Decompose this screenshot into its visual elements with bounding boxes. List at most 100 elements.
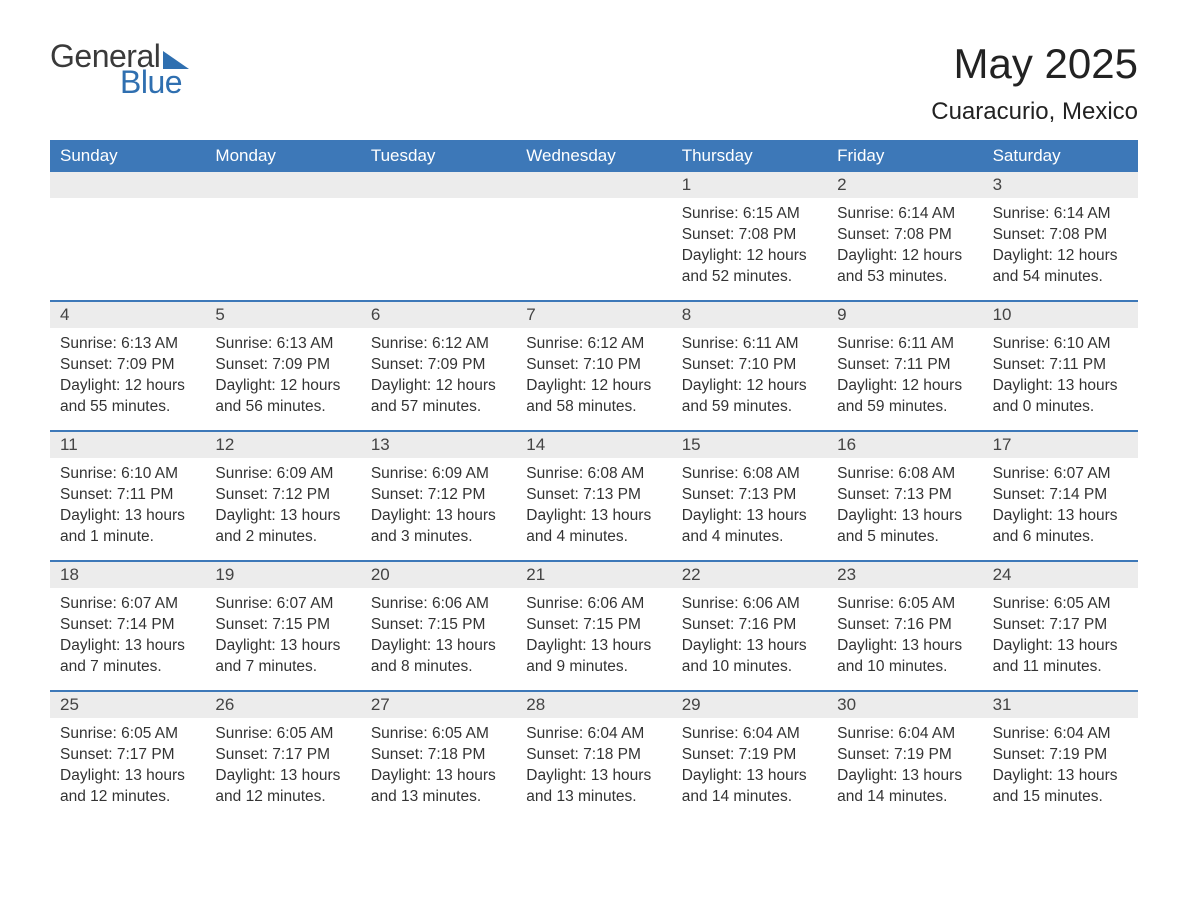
dow-tuesday: Tuesday: [361, 140, 516, 172]
day-cell: 4Sunrise: 6:13 AMSunset: 7:09 PMDaylight…: [50, 302, 205, 430]
page-header: General Blue May 2025 Cuaracurio, Mexico: [50, 40, 1138, 126]
sunrise-text: Sunrise: 6:14 AM: [837, 204, 972, 225]
week-row: 11Sunrise: 6:10 AMSunset: 7:11 PMDayligh…: [50, 430, 1138, 560]
sunset-text: Sunset: 7:17 PM: [60, 745, 195, 766]
sunset-text: Sunset: 7:14 PM: [60, 615, 195, 636]
sunset-text: Sunset: 7:15 PM: [371, 615, 506, 636]
sunset-text: Sunset: 7:09 PM: [371, 355, 506, 376]
sunrise-text: Sunrise: 6:05 AM: [371, 724, 506, 745]
day-cell: 24Sunrise: 6:05 AMSunset: 7:17 PMDayligh…: [983, 562, 1138, 690]
day-number: [205, 172, 360, 198]
sunrise-text: Sunrise: 6:15 AM: [682, 204, 817, 225]
day-body: Sunrise: 6:05 AMSunset: 7:17 PMDaylight:…: [983, 588, 1138, 688]
sunrise-text: Sunrise: 6:06 AM: [371, 594, 506, 615]
day-number: 18: [50, 562, 205, 588]
day-cell: 15Sunrise: 6:08 AMSunset: 7:13 PMDayligh…: [672, 432, 827, 560]
sunrise-text: Sunrise: 6:07 AM: [993, 464, 1128, 485]
sunrise-text: Sunrise: 6:13 AM: [60, 334, 195, 355]
day-cell: 31Sunrise: 6:04 AMSunset: 7:19 PMDayligh…: [983, 692, 1138, 820]
day-number: 17: [983, 432, 1138, 458]
day-number: 28: [516, 692, 671, 718]
sunrise-text: Sunrise: 6:09 AM: [215, 464, 350, 485]
day-body: Sunrise: 6:08 AMSunset: 7:13 PMDaylight:…: [827, 458, 982, 558]
daylight-text: Daylight: 13 hours and 10 minutes.: [682, 636, 817, 678]
sunrise-text: Sunrise: 6:05 AM: [993, 594, 1128, 615]
day-body: Sunrise: 6:06 AMSunset: 7:15 PMDaylight:…: [516, 588, 671, 688]
sunrise-text: Sunrise: 6:09 AM: [371, 464, 506, 485]
sunrise-text: Sunrise: 6:12 AM: [526, 334, 661, 355]
daylight-text: Daylight: 13 hours and 11 minutes.: [993, 636, 1128, 678]
day-number: 23: [827, 562, 982, 588]
sunset-text: Sunset: 7:15 PM: [526, 615, 661, 636]
day-number: 8: [672, 302, 827, 328]
day-cell: 22Sunrise: 6:06 AMSunset: 7:16 PMDayligh…: [672, 562, 827, 690]
day-body: Sunrise: 6:13 AMSunset: 7:09 PMDaylight:…: [50, 328, 205, 428]
day-cell: 12Sunrise: 6:09 AMSunset: 7:12 PMDayligh…: [205, 432, 360, 560]
sunrise-text: Sunrise: 6:06 AM: [682, 594, 817, 615]
day-number: 15: [672, 432, 827, 458]
sunset-text: Sunset: 7:15 PM: [215, 615, 350, 636]
sunset-text: Sunset: 7:09 PM: [215, 355, 350, 376]
day-body: Sunrise: 6:05 AMSunset: 7:17 PMDaylight:…: [50, 718, 205, 818]
daylight-text: Daylight: 13 hours and 13 minutes.: [371, 766, 506, 808]
day-body: Sunrise: 6:07 AMSunset: 7:15 PMDaylight:…: [205, 588, 360, 688]
day-number: 29: [672, 692, 827, 718]
sunrise-text: Sunrise: 6:04 AM: [993, 724, 1128, 745]
day-cell: 26Sunrise: 6:05 AMSunset: 7:17 PMDayligh…: [205, 692, 360, 820]
day-body: Sunrise: 6:14 AMSunset: 7:08 PMDaylight:…: [827, 198, 982, 298]
day-number: 2: [827, 172, 982, 198]
sunset-text: Sunset: 7:12 PM: [215, 485, 350, 506]
daylight-text: Daylight: 13 hours and 14 minutes.: [837, 766, 972, 808]
sunset-text: Sunset: 7:08 PM: [993, 225, 1128, 246]
day-number: 24: [983, 562, 1138, 588]
day-cell: 8Sunrise: 6:11 AMSunset: 7:10 PMDaylight…: [672, 302, 827, 430]
sunrise-text: Sunrise: 6:07 AM: [215, 594, 350, 615]
daylight-text: Daylight: 13 hours and 10 minutes.: [837, 636, 972, 678]
daylight-text: Daylight: 13 hours and 0 minutes.: [993, 376, 1128, 418]
day-body: Sunrise: 6:11 AMSunset: 7:10 PMDaylight:…: [672, 328, 827, 428]
sunset-text: Sunset: 7:10 PM: [526, 355, 661, 376]
day-body: Sunrise: 6:07 AMSunset: 7:14 PMDaylight:…: [983, 458, 1138, 558]
day-cell: 30Sunrise: 6:04 AMSunset: 7:19 PMDayligh…: [827, 692, 982, 820]
daylight-text: Daylight: 12 hours and 56 minutes.: [215, 376, 350, 418]
day-body: Sunrise: 6:05 AMSunset: 7:16 PMDaylight:…: [827, 588, 982, 688]
day-cell: 6Sunrise: 6:12 AMSunset: 7:09 PMDaylight…: [361, 302, 516, 430]
day-cell: 21Sunrise: 6:06 AMSunset: 7:15 PMDayligh…: [516, 562, 671, 690]
sunrise-text: Sunrise: 6:04 AM: [682, 724, 817, 745]
daylight-text: Daylight: 13 hours and 1 minute.: [60, 506, 195, 548]
day-cell: [361, 172, 516, 300]
sunset-text: Sunset: 7:11 PM: [60, 485, 195, 506]
day-body: Sunrise: 6:04 AMSunset: 7:18 PMDaylight:…: [516, 718, 671, 818]
sunset-text: Sunset: 7:10 PM: [682, 355, 817, 376]
sunset-text: Sunset: 7:11 PM: [837, 355, 972, 376]
sunrise-text: Sunrise: 6:07 AM: [60, 594, 195, 615]
day-number: 19: [205, 562, 360, 588]
daylight-text: Daylight: 13 hours and 15 minutes.: [993, 766, 1128, 808]
day-number: 30: [827, 692, 982, 718]
day-cell: 11Sunrise: 6:10 AMSunset: 7:11 PMDayligh…: [50, 432, 205, 560]
day-number: 14: [516, 432, 671, 458]
day-body: Sunrise: 6:06 AMSunset: 7:15 PMDaylight:…: [361, 588, 516, 688]
day-number: 26: [205, 692, 360, 718]
day-body: Sunrise: 6:14 AMSunset: 7:08 PMDaylight:…: [983, 198, 1138, 298]
day-number: 4: [50, 302, 205, 328]
sunrise-text: Sunrise: 6:08 AM: [837, 464, 972, 485]
sunset-text: Sunset: 7:19 PM: [993, 745, 1128, 766]
day-cell: 5Sunrise: 6:13 AMSunset: 7:09 PMDaylight…: [205, 302, 360, 430]
title-block: May 2025 Cuaracurio, Mexico: [931, 40, 1138, 126]
day-body: Sunrise: 6:04 AMSunset: 7:19 PMDaylight:…: [827, 718, 982, 818]
day-body: Sunrise: 6:08 AMSunset: 7:13 PMDaylight:…: [516, 458, 671, 558]
daylight-text: Daylight: 13 hours and 2 minutes.: [215, 506, 350, 548]
sunrise-text: Sunrise: 6:11 AM: [837, 334, 972, 355]
day-body: Sunrise: 6:08 AMSunset: 7:13 PMDaylight:…: [672, 458, 827, 558]
sunset-text: Sunset: 7:16 PM: [682, 615, 817, 636]
daylight-text: Daylight: 12 hours and 52 minutes.: [682, 246, 817, 288]
day-number: 10: [983, 302, 1138, 328]
sunrise-text: Sunrise: 6:11 AM: [682, 334, 817, 355]
dow-monday: Monday: [205, 140, 360, 172]
daylight-text: Daylight: 13 hours and 5 minutes.: [837, 506, 972, 548]
day-cell: 9Sunrise: 6:11 AMSunset: 7:11 PMDaylight…: [827, 302, 982, 430]
day-body: Sunrise: 6:13 AMSunset: 7:09 PMDaylight:…: [205, 328, 360, 428]
brand-logo: General Blue: [50, 40, 189, 98]
sunset-text: Sunset: 7:08 PM: [682, 225, 817, 246]
